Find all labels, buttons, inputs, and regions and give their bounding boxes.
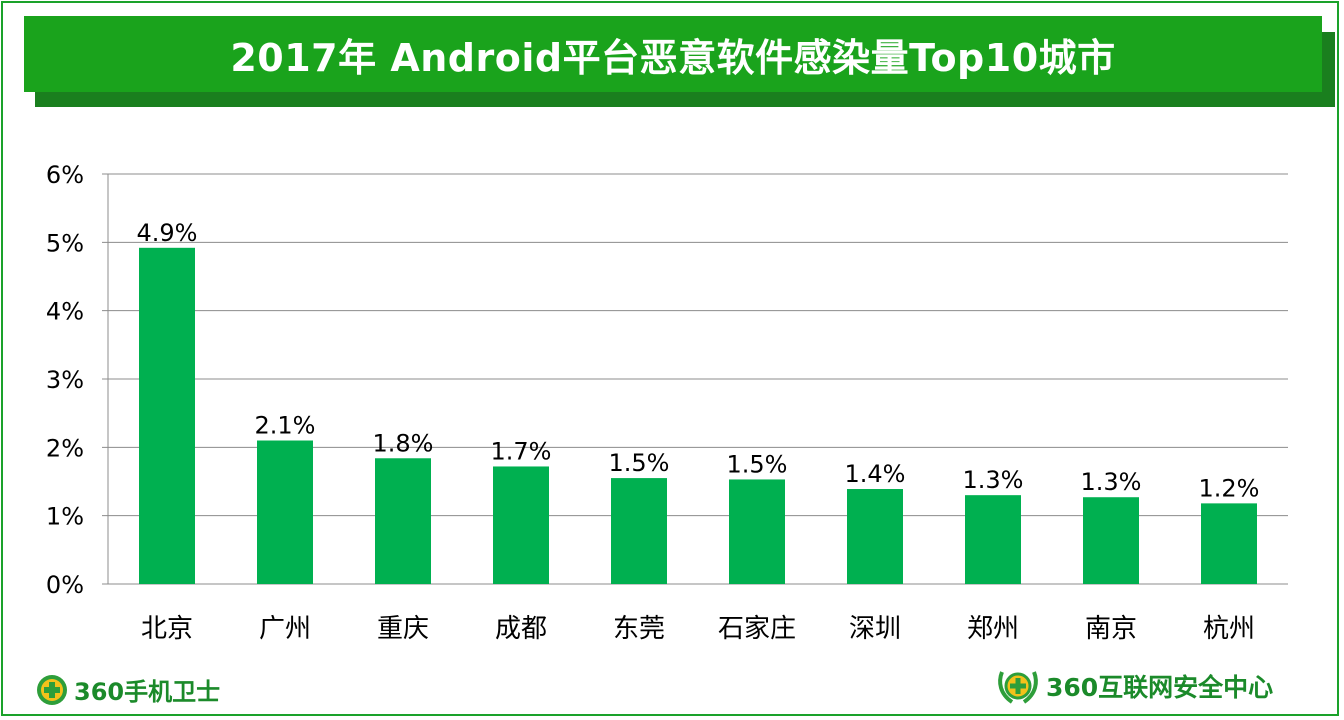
bar [847, 489, 903, 584]
x-tick-label: 深圳 [849, 614, 901, 644]
brand-left-text: 360手机卫士 [74, 678, 221, 706]
x-tick-label: 北京 [141, 614, 193, 644]
bar [729, 479, 785, 584]
y-tick-label: 2% [46, 434, 84, 462]
brand-logo-360-mobile-guard: 360手机卫士 [36, 672, 220, 707]
x-tick-label: 成都 [495, 614, 547, 644]
x-tick-label: 石家庄 [718, 614, 796, 644]
plus-shield-icon [37, 674, 67, 705]
y-tick-label: 4% [46, 298, 84, 326]
y-tick-label: 0% [46, 571, 84, 599]
data-label: 4.9% [137, 219, 198, 247]
x-tick-label: 郑州 [967, 614, 1019, 644]
x-tick-label: 杭州 [1203, 614, 1255, 644]
bar [1083, 497, 1139, 584]
data-label: 1.2% [1199, 474, 1260, 502]
y-tick-label: 5% [46, 229, 84, 257]
bar [1201, 503, 1257, 584]
bar [611, 478, 667, 584]
data-label: 1.4% [845, 460, 906, 488]
x-tick-label: 广州 [259, 614, 311, 644]
x-tick-label: 东莞 [613, 614, 665, 644]
brand-right-text: 360互联网安全中心 [1046, 673, 1274, 702]
data-label: 1.5% [727, 450, 788, 478]
y-tick-label: 6% [46, 161, 84, 189]
bar [965, 495, 1021, 584]
bar [257, 440, 313, 584]
y-tick-label: 3% [46, 366, 84, 394]
chart-title: 2017年 Android平台恶意软件感染量Top10城市 [230, 35, 1116, 80]
data-label: 1.8% [373, 429, 434, 457]
data-label: 1.7% [491, 437, 552, 465]
x-tick-label: 南京 [1085, 614, 1137, 644]
x-tick-label: 重庆 [377, 614, 429, 644]
bar [139, 247, 195, 585]
data-label: 1.3% [1081, 468, 1142, 496]
data-label: 1.3% [963, 466, 1024, 494]
bar [493, 466, 549, 584]
y-tick-label: 1% [46, 503, 84, 531]
data-label: 2.1% [255, 412, 316, 440]
bar [375, 458, 431, 584]
brand-logo-360-security-center: 360互联网安全中心 [996, 666, 1273, 706]
data-label: 1.5% [609, 449, 670, 477]
title-banner: 2017年 Android平台恶意软件感染量Top10城市 [24, 16, 1322, 92]
laurel-shield-icon [998, 671, 1038, 704]
